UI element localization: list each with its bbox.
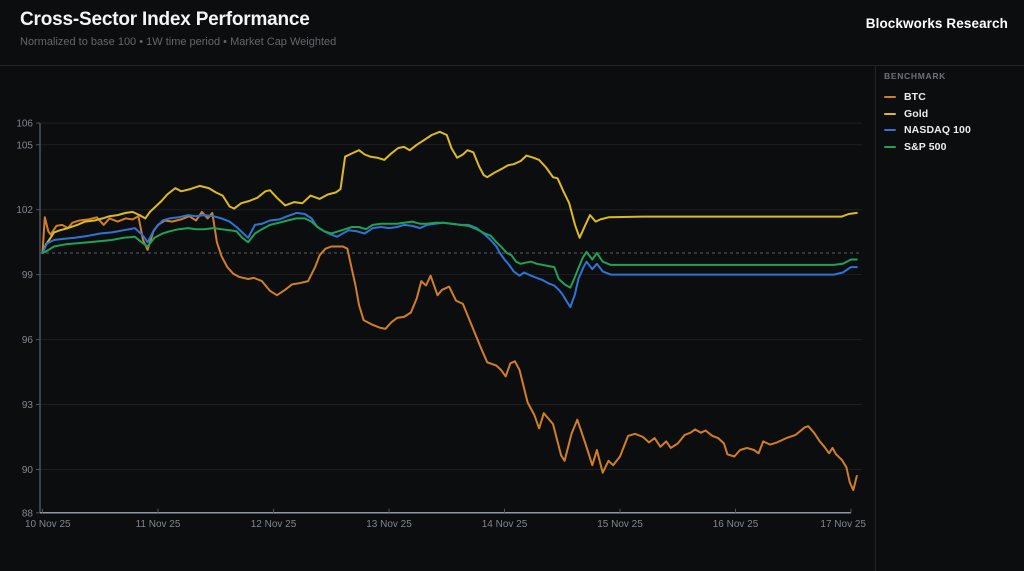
legend-items: BTC Gold NASDAQ 100 S&P 500 (884, 89, 1024, 155)
x-axis-tick-label: 17 Nov 25 (820, 519, 866, 530)
legend-swatch-icon (884, 112, 896, 115)
legend-swatch-icon (884, 129, 896, 132)
legend-item-label: Gold (904, 107, 929, 120)
y-axis-tick-label: 105 (16, 140, 33, 151)
legend-divider (875, 66, 876, 571)
legend-panel: BENCHMARK BTC Gold NASDAQ 100 S&P 500 (884, 71, 1024, 155)
legend-item-label: BTC (904, 91, 926, 104)
x-axis-tick-label: 15 Nov 25 (597, 519, 643, 530)
y-axis-tick-label: 106 (16, 119, 33, 130)
header-divider (0, 65, 1024, 66)
legend-item-btc[interactable]: BTC (884, 89, 1024, 106)
legend-item-s-p-500[interactable]: S&P 500 (884, 139, 1024, 156)
legend-heading: BENCHMARK (884, 71, 947, 81)
x-axis-tick-label: 13 Nov 25 (366, 519, 412, 530)
series-line-btc (41, 210, 858, 492)
x-axis-tick-label: 16 Nov 25 (713, 519, 759, 530)
series-line-s-p-500 (41, 217, 858, 289)
legend-swatch-icon (884, 145, 896, 148)
y-axis-tick-label: 90 (22, 465, 34, 476)
x-axis-tick-label: 11 Nov 25 (136, 519, 181, 530)
legend-swatch-icon (884, 96, 896, 99)
page-title: Cross-Sector Index Performance (20, 9, 310, 30)
y-axis-tick-label: 99 (22, 270, 34, 281)
y-axis-tick-label: 102 (16, 205, 33, 216)
x-axis-tick-label: 10 Nov 25 (25, 519, 71, 530)
brand-logo: Blockworks Research (865, 16, 1008, 31)
legend-item-nasdaq-100[interactable]: NASDAQ 100 (884, 122, 1024, 139)
x-axis-tick-label: 12 Nov 25 (251, 519, 297, 530)
y-axis-tick-label: 96 (22, 335, 34, 346)
x-axis-tick-label: 14 Nov 25 (482, 519, 528, 530)
series-line-gold (41, 130, 858, 254)
legend-item-label: S&P 500 (904, 140, 947, 153)
series-line-nasdaq-100 (41, 211, 858, 309)
legend-item-label: NASDAQ 100 (904, 124, 971, 137)
y-axis-tick-label: 93 (22, 400, 34, 411)
legend-item-gold[interactable]: Gold (884, 106, 1024, 123)
header: Cross-Sector Index Performance Normalize… (0, 0, 1024, 65)
y-axis-tick-label: 88 (22, 508, 34, 519)
page-subtitle: Normalized to base 100 • 1W time period … (20, 36, 337, 48)
